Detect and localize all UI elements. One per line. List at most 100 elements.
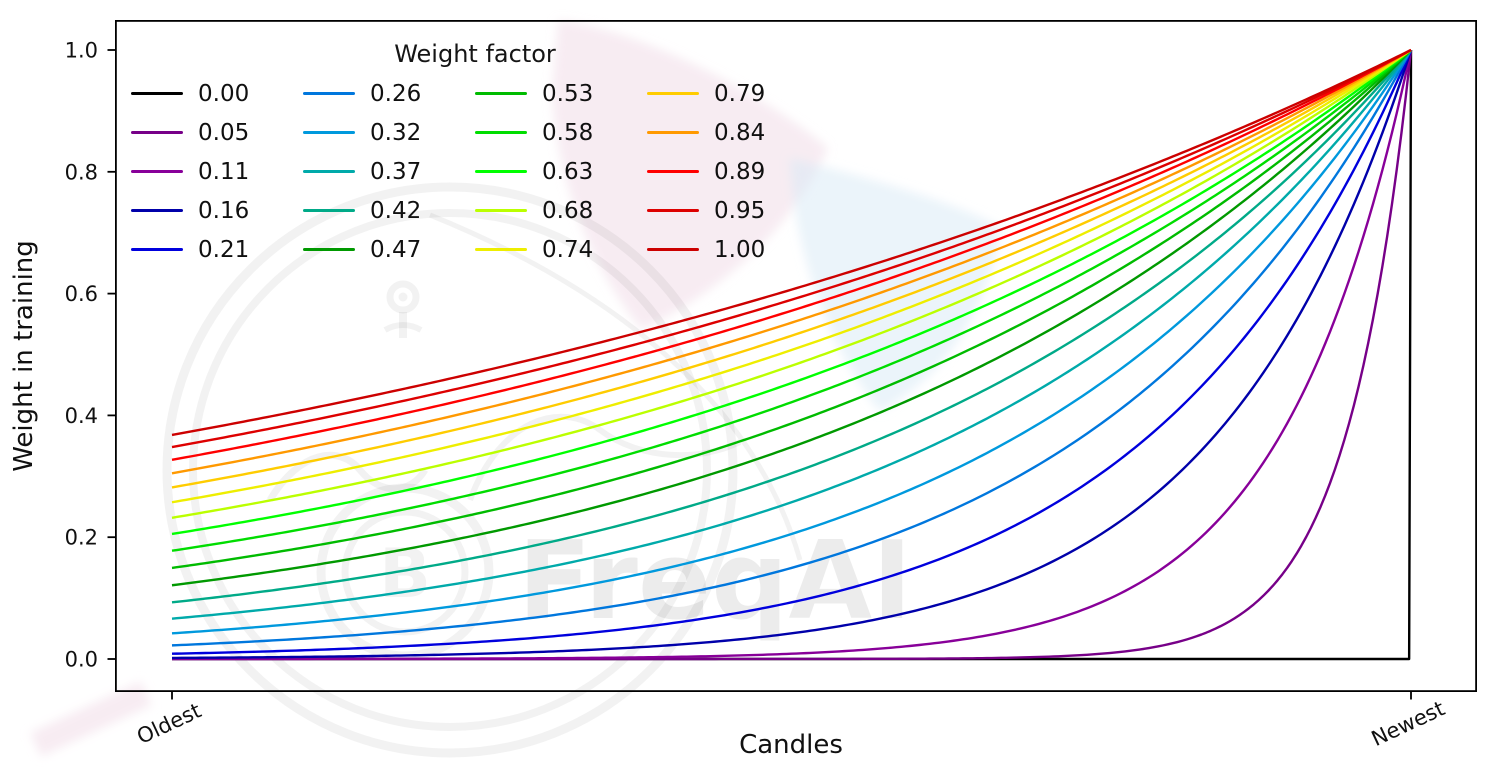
legend-line-swatch xyxy=(647,169,699,174)
y-tick-label: 1.0 xyxy=(65,39,98,63)
legend-entry: 0.74 xyxy=(475,230,647,269)
legend-line-swatch xyxy=(131,247,183,252)
legend-entry: 0.16 xyxy=(131,191,303,230)
legend-entry-label: 0.21 xyxy=(198,236,250,263)
legend-entry: 0.53 xyxy=(475,74,647,113)
watermark-crown-dot-icon xyxy=(398,292,408,302)
legend-line-swatch xyxy=(475,130,527,135)
weight-curve-0.74 xyxy=(171,49,1412,504)
legend-entry-label: 0.84 xyxy=(714,119,766,146)
weight-curve-1.00 xyxy=(171,48,1412,437)
y-tick-label: 0.2 xyxy=(65,526,98,550)
legend-line-swatch xyxy=(647,208,699,213)
weight-curve-0.21 xyxy=(171,49,1413,655)
weight-curve-0.68 xyxy=(171,49,1412,519)
legend-entry: 0.42 xyxy=(303,191,475,230)
legend-entry-label: 0.58 xyxy=(542,119,594,146)
legend-entry: 0.11 xyxy=(131,152,303,191)
legend-entry: 0.95 xyxy=(647,191,819,230)
legend-line-swatch xyxy=(475,247,527,252)
x-tick-label: Newest xyxy=(1368,696,1449,751)
legend-entry: 1.00 xyxy=(647,230,819,269)
legend-entry-label: 0.26 xyxy=(370,80,422,107)
y-tick-label: 0.0 xyxy=(65,648,98,672)
legend-entry-label: 0.00 xyxy=(198,80,250,107)
weight-curve-0.89 xyxy=(171,48,1412,462)
legend-entry: 0.00 xyxy=(131,74,303,113)
legend-entry: 0.26 xyxy=(303,74,475,113)
axes-border xyxy=(115,19,1477,693)
legend-line-swatch xyxy=(475,91,527,96)
legend-entry-label: 0.63 xyxy=(542,158,594,185)
legend-entry-label: 0.74 xyxy=(542,236,594,263)
legend-line-swatch xyxy=(131,91,183,96)
legend-line-swatch xyxy=(475,208,527,213)
legend-entry-label: 0.32 xyxy=(370,119,422,146)
watermark-blue-leaf-icon xyxy=(790,158,1002,412)
weight-curve-0.26 xyxy=(171,49,1413,647)
watermark-text: FreqAI xyxy=(518,519,912,644)
legend-entry: 0.37 xyxy=(303,152,475,191)
legend-entry-label: 0.42 xyxy=(370,197,422,224)
weight-curve-0.16 xyxy=(171,49,1413,660)
legend-line-swatch xyxy=(131,130,183,135)
y-axis-ticks: 0.0 0.2 0.4 0.6 0.8 1.0 xyxy=(65,39,116,672)
weight-curve-0.11 xyxy=(172,49,1413,661)
watermark-pink-streak-icon xyxy=(30,681,152,757)
legend-entry-label: 0.79 xyxy=(714,80,766,107)
y-tick-label: 0.4 xyxy=(65,404,98,428)
legend-line-swatch xyxy=(303,91,355,96)
legend-line-swatch xyxy=(131,208,183,213)
legend-line-swatch xyxy=(475,169,527,174)
legend-entry: 0.89 xyxy=(647,152,819,191)
legend-title: Weight factor xyxy=(394,40,556,68)
legend-entry: 0.63 xyxy=(475,152,647,191)
legend-line-swatch xyxy=(647,91,699,96)
weight-curve-0.42 xyxy=(171,49,1412,604)
legend-entry-label: 0.95 xyxy=(714,197,766,224)
weight-curve-0.32 xyxy=(171,49,1413,635)
legend-entry-label: 0.37 xyxy=(370,158,422,185)
legend-entry: 0.47 xyxy=(303,230,475,269)
legend-entry: 0.58 xyxy=(475,113,647,152)
weight-curve-0.37 xyxy=(171,49,1412,620)
legend-entry-label: 0.68 xyxy=(542,197,594,224)
legend-entry-label: 0.11 xyxy=(198,158,250,185)
legend: Weight factor 0.00 0.05 0.11 0.16 0.21 0.26 0.… xyxy=(131,38,819,269)
legend-entry: 0.21 xyxy=(131,230,303,269)
weight-curve-0.84 xyxy=(171,48,1412,475)
watermark-pink-leaf-icon xyxy=(552,20,828,330)
weight-curve-0.58 xyxy=(171,49,1412,552)
weight-curve-0.63 xyxy=(171,49,1412,536)
legend-entry: 0.84 xyxy=(647,113,819,152)
y-axis-label: Weight in training xyxy=(9,240,39,472)
legend-line-swatch xyxy=(303,208,355,213)
legend-entry-label: 0.05 xyxy=(198,119,250,146)
y-tick-label: 0.6 xyxy=(65,282,98,306)
legend-entries: 0.00 0.05 0.11 0.16 0.21 0.26 0.32 0.37 0.42 0.47… xyxy=(131,74,819,269)
legend-line-swatch xyxy=(131,169,183,174)
legend-entry: 0.79 xyxy=(647,74,819,113)
x-axis-label: Candles xyxy=(739,730,843,760)
weight-curve-0.53 xyxy=(171,49,1412,570)
weight-curve-0.95 xyxy=(171,48,1412,449)
legend-line-swatch xyxy=(647,130,699,135)
weight-curves xyxy=(171,48,1413,661)
legend-line-swatch xyxy=(647,247,699,252)
legend-entry: 0.32 xyxy=(303,113,475,152)
legend-entry-label: 0.53 xyxy=(542,80,594,107)
legend-entry-label: 0.89 xyxy=(714,158,766,185)
legend-line-swatch xyxy=(303,247,355,252)
legend-entry: 0.05 xyxy=(131,113,303,152)
legend-line-swatch xyxy=(303,169,355,174)
legend-entry-label: 1.00 xyxy=(714,236,766,263)
legend-entry-label: 0.47 xyxy=(370,236,422,263)
legend-line-swatch xyxy=(303,130,355,135)
legend-entry: 0.68 xyxy=(475,191,647,230)
legend-entry-label: 0.16 xyxy=(198,197,250,224)
weight-curve-0.79 xyxy=(171,48,1412,489)
y-tick-label: 0.8 xyxy=(65,160,98,184)
weight-curve-0.47 xyxy=(171,49,1412,587)
